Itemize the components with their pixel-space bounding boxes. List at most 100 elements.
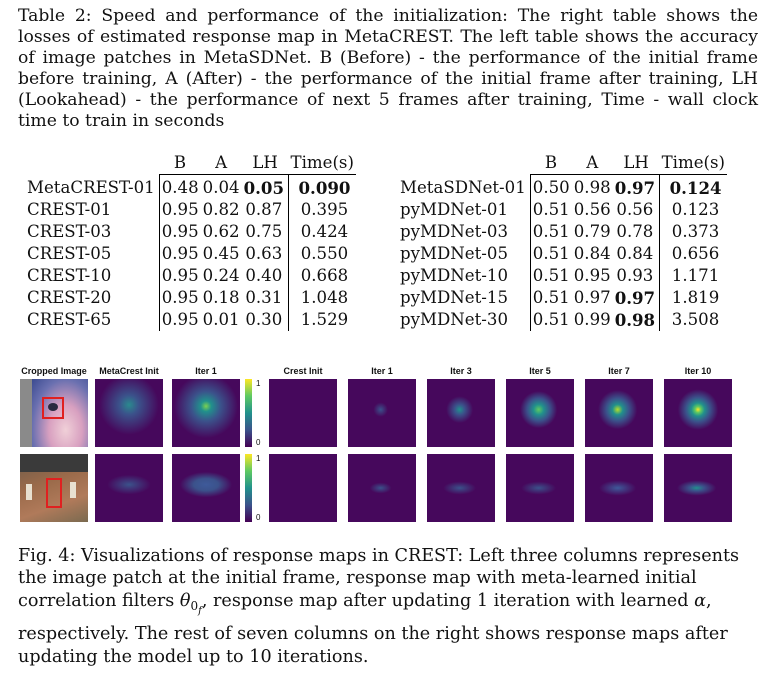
cell: 3.508 bbox=[671, 310, 720, 329]
response-map bbox=[348, 379, 416, 447]
cropped-image-runners bbox=[20, 454, 88, 522]
cell: 0.373 bbox=[671, 222, 720, 241]
col-label-crest-init: Crest Init bbox=[283, 366, 323, 376]
cell: 0.48 bbox=[161, 178, 199, 197]
cell: 0.50 bbox=[532, 178, 570, 197]
cell: 0.78 bbox=[612, 221, 661, 243]
table-row: MetaSDNet-01 0.50 0.98 0.97 0.124 bbox=[398, 174, 727, 199]
right-table-header: B A LH Time(s) bbox=[398, 152, 728, 175]
table-row: pyMDNet-10 0.51 0.95 0.93 1.171 bbox=[398, 265, 727, 287]
caption-text: , bbox=[705, 590, 712, 611]
col-header: LH bbox=[241, 152, 289, 175]
colorbar-min-label: 0 bbox=[256, 438, 261, 447]
cell: 0.95 bbox=[161, 266, 199, 285]
table-row: CREST-03 0.95 0.62 0.75 0.424 bbox=[25, 221, 356, 243]
theta-symbol: θ bbox=[179, 590, 191, 611]
col-header: LH bbox=[612, 152, 660, 175]
left-table: B A LH Time(s) MetaCREST-01 0.48 0.04 0.… bbox=[25, 152, 356, 331]
cell: 0.97 bbox=[612, 287, 661, 309]
response-map bbox=[427, 379, 495, 447]
caption-line: updating the model up to 10 iterations. bbox=[18, 646, 369, 667]
row-name: pyMDNet-05 bbox=[398, 243, 531, 265]
cell: 0.87 bbox=[241, 199, 290, 221]
row-name: CREST-20 bbox=[25, 287, 160, 309]
response-map bbox=[172, 379, 240, 447]
cell: 0.18 bbox=[202, 288, 240, 307]
row-name: MetaCREST-01 bbox=[25, 174, 160, 199]
col-label-iter-5: Iter 5 bbox=[529, 366, 551, 376]
col-label-cropped-image: Cropped Image bbox=[21, 366, 87, 376]
response-map bbox=[506, 379, 574, 447]
cell: 0.24 bbox=[202, 266, 240, 285]
colorbar-max-label: 1 bbox=[256, 454, 261, 463]
row-name: pyMDNet-30 bbox=[398, 309, 531, 331]
cell: 0.99 bbox=[573, 310, 611, 329]
cell: 0.93 bbox=[612, 265, 661, 287]
table-row: CREST-05 0.95 0.45 0.63 0.550 bbox=[25, 243, 356, 265]
response-map bbox=[269, 379, 337, 447]
table-row: CREST-10 0.95 0.24 0.40 0.668 bbox=[25, 265, 356, 287]
cell: 0.51 bbox=[532, 222, 570, 241]
cell: 0.95 bbox=[573, 266, 611, 285]
cell: 0.51 bbox=[532, 310, 570, 329]
cell: 0.63 bbox=[241, 243, 290, 265]
left-table-header: B A LH Time(s) bbox=[25, 152, 356, 175]
response-map bbox=[427, 454, 495, 522]
cell: 0.56 bbox=[612, 199, 661, 221]
colorbar bbox=[245, 379, 252, 447]
table-row: pyMDNet-05 0.51 0.84 0.84 0.656 bbox=[398, 243, 727, 265]
table-row: pyMDNet-15 0.51 0.97 0.97 1.819 bbox=[398, 287, 727, 309]
table-row: CREST-65 0.95 0.01 0.30 1.529 bbox=[25, 309, 356, 331]
row-name: pyMDNet-03 bbox=[398, 221, 531, 243]
response-map bbox=[172, 454, 240, 522]
row-name: CREST-01 bbox=[25, 199, 160, 221]
response-map bbox=[348, 454, 416, 522]
col-header: A bbox=[571, 152, 613, 175]
row-name: CREST-05 bbox=[25, 243, 160, 265]
cell: 0.395 bbox=[300, 200, 349, 219]
cell: 0.123 bbox=[671, 200, 720, 219]
table-row: MetaCREST-01 0.48 0.04 0.05 0.090 bbox=[25, 174, 356, 199]
caption-line: correlation filters θ0f, response map af… bbox=[18, 590, 758, 623]
caption-line: the image patch at the initial frame, re… bbox=[18, 568, 697, 589]
col-label-iter-10: Iter 10 bbox=[684, 366, 712, 376]
cell: 0.31 bbox=[241, 287, 290, 309]
table-row: CREST-20 0.95 0.18 0.31 1.048 bbox=[25, 287, 356, 309]
cell: 0.40 bbox=[241, 265, 290, 287]
row-name: pyMDNet-10 bbox=[398, 265, 531, 287]
theta-sub-subscript: f bbox=[198, 605, 202, 617]
response-map bbox=[269, 454, 337, 522]
cell: 0.51 bbox=[532, 244, 570, 263]
col-label-iter-1: Iter 1 bbox=[371, 366, 393, 376]
cell: 0.550 bbox=[300, 244, 349, 263]
cell: 0.95 bbox=[161, 288, 199, 307]
response-map bbox=[506, 454, 574, 522]
row-name: pyMDNet-15 bbox=[398, 287, 531, 309]
table-row: pyMDNet-03 0.51 0.79 0.78 0.373 bbox=[398, 221, 727, 243]
cell: 0.30 bbox=[241, 309, 290, 331]
cell: 0.75 bbox=[241, 221, 290, 243]
cell: 0.95 bbox=[161, 310, 199, 329]
response-map-figure: Cropped Image MetaCrest Init Iter 1 Cres… bbox=[0, 362, 774, 532]
cell: 0.51 bbox=[532, 266, 570, 285]
cell: 1.048 bbox=[300, 288, 349, 307]
col-header: Time(s) bbox=[659, 152, 728, 175]
caption-text: , response map after updating 1 iteratio… bbox=[201, 590, 695, 611]
cell: 0.79 bbox=[573, 222, 611, 241]
cell: 0.51 bbox=[532, 288, 570, 307]
col-header: Time(s) bbox=[288, 152, 356, 175]
cell: 0.84 bbox=[573, 244, 611, 263]
cell: 0.95 bbox=[161, 222, 199, 241]
cell: 0.04 bbox=[202, 178, 240, 197]
cell: 1.819 bbox=[671, 288, 720, 307]
col-header: B bbox=[530, 152, 572, 175]
col-label-iter-1: Iter 1 bbox=[195, 366, 217, 376]
cell: 0.124 bbox=[669, 178, 722, 198]
table-row: pyMDNet-01 0.51 0.56 0.56 0.123 bbox=[398, 199, 727, 221]
table-caption: Table 2: Speed and performance of the in… bbox=[18, 6, 758, 131]
cell: 0.656 bbox=[671, 244, 720, 263]
cell: 0.424 bbox=[300, 222, 349, 241]
col-header: A bbox=[200, 152, 242, 175]
colorbar-max-label: 1 bbox=[256, 379, 261, 388]
cell: 0.01 bbox=[202, 310, 240, 329]
